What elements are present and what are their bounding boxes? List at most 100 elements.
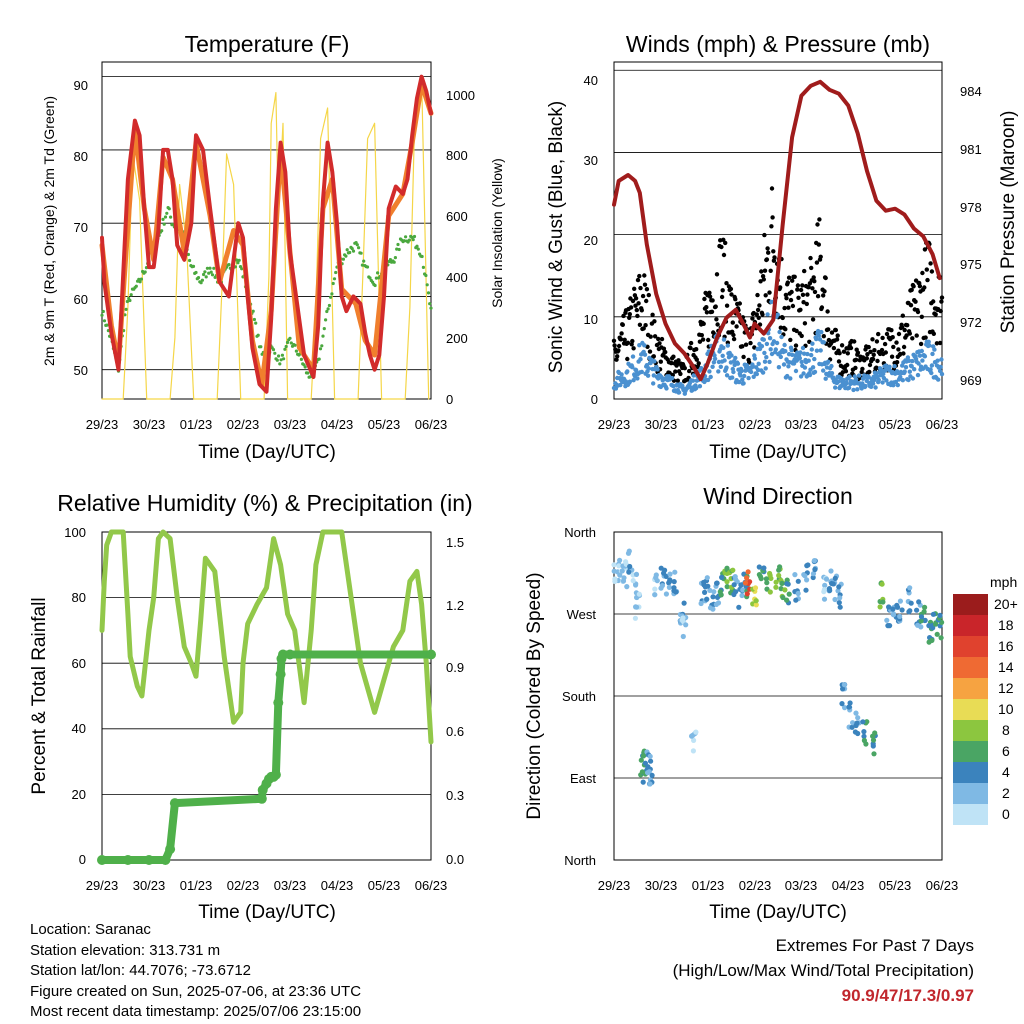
wind-xtick-5: 04/23 xyxy=(832,417,865,432)
sonic-wind-point xyxy=(720,353,725,358)
gust-point xyxy=(894,360,900,365)
wind-xtick-7: 06/23 xyxy=(926,417,959,432)
dewpoint-point xyxy=(139,277,143,281)
gust-point xyxy=(631,346,636,351)
gust-point xyxy=(805,292,810,297)
sonic-wind-point xyxy=(716,359,722,365)
gust-point xyxy=(802,321,808,326)
sonic-wind-point xyxy=(759,344,765,349)
sonic-wind-point xyxy=(773,347,778,352)
gust-point xyxy=(785,280,790,285)
gust-point xyxy=(911,284,916,289)
gust-point xyxy=(845,351,850,356)
direction-point xyxy=(906,609,912,615)
gust-point xyxy=(778,325,783,330)
precipitation-point xyxy=(169,798,180,809)
direction-point xyxy=(890,606,896,612)
direction-point xyxy=(780,594,786,601)
direction-point xyxy=(837,604,843,610)
direction-point xyxy=(666,580,672,586)
dewpoint-point xyxy=(396,242,400,247)
gust-point xyxy=(871,352,876,357)
gust-point xyxy=(874,339,880,344)
direction-point xyxy=(627,563,633,570)
gust-point xyxy=(853,365,858,371)
temp-xtick-7: 06/23 xyxy=(415,417,448,432)
direction-point xyxy=(811,558,818,564)
sonic-wind-point xyxy=(805,351,810,357)
sonic-wind-point xyxy=(752,356,758,361)
dewpoint-point xyxy=(235,258,239,262)
dewpoint-point xyxy=(138,280,142,284)
gust-point xyxy=(673,369,678,374)
gust-point xyxy=(825,309,830,314)
sonic-wind-point xyxy=(739,368,744,374)
humidity-plot-frame xyxy=(101,531,432,861)
sonic-wind-point xyxy=(718,364,723,369)
dewpoint-point xyxy=(279,358,283,362)
direction-point xyxy=(619,568,625,574)
dewpoint-point xyxy=(101,309,105,314)
gust-point xyxy=(721,252,727,258)
direction-point xyxy=(753,602,759,608)
extremes-title: Extremes For Past 7 Days xyxy=(775,936,974,955)
direction-point xyxy=(784,581,790,587)
legend-label-0: 0 xyxy=(1002,806,1010,822)
gust-point xyxy=(839,343,845,348)
sonic-wind-point xyxy=(898,374,903,380)
dir-ytick-north-top: North xyxy=(564,525,596,540)
sonic-wind-point xyxy=(869,384,874,389)
gust-point xyxy=(632,286,637,291)
sonic-wind-point xyxy=(751,374,756,379)
gust-point xyxy=(826,327,831,332)
dir-xtick-5: 04/23 xyxy=(832,878,865,893)
sonic-wind-point xyxy=(912,367,917,372)
direction-point xyxy=(914,607,920,613)
direction-point xyxy=(647,781,653,787)
gust-point xyxy=(919,314,924,319)
wind-ytick-10: 10 xyxy=(584,312,598,327)
sonic-wind-point xyxy=(642,352,648,357)
figure-created: Figure created on Sun, 2025-07-06, at 23… xyxy=(30,982,362,1000)
legend-label-12: 12 xyxy=(998,680,1014,696)
gust-point xyxy=(634,307,639,313)
rh-y2tick-03: 0.3 xyxy=(446,788,464,803)
precipitation-point xyxy=(165,844,176,855)
direction-point xyxy=(724,584,730,590)
dewpoint-point xyxy=(280,353,284,357)
dewpoint-point xyxy=(421,265,425,269)
dewpoint-point xyxy=(210,273,215,277)
dewpoint-point xyxy=(161,217,165,221)
sonic-wind-point xyxy=(819,329,824,335)
gust-point xyxy=(880,335,885,341)
dewpoint-point xyxy=(351,249,356,253)
rh-xtick-3: 02/23 xyxy=(227,878,260,893)
gust-point xyxy=(812,279,817,284)
gust-point xyxy=(784,296,789,301)
dewpoint-point xyxy=(236,261,240,265)
sonic-wind-point xyxy=(645,373,651,378)
direction-point xyxy=(611,562,617,568)
temp-xtick-1: 30/23 xyxy=(133,417,166,432)
sonic-wind-point xyxy=(902,369,907,374)
dewpoint-point xyxy=(199,281,203,285)
gust-point xyxy=(657,341,662,346)
sonic-wind-point xyxy=(642,343,647,348)
dewpoint-point xyxy=(425,283,429,287)
gust-point xyxy=(767,290,772,295)
gust-point xyxy=(640,293,646,299)
sonic-wind-point xyxy=(635,376,640,381)
rh-y2tick-06: 0.6 xyxy=(446,724,464,739)
precipitation-point xyxy=(278,649,288,660)
rh-xtick-2: 01/23 xyxy=(180,878,213,893)
sonic-wind-point xyxy=(760,370,766,375)
gust-point xyxy=(937,340,943,346)
gust-point xyxy=(788,297,794,303)
gust-point xyxy=(696,361,701,366)
rh-y2tick-15: 1.5 xyxy=(446,535,464,550)
sonic-wind-point xyxy=(802,351,807,356)
direction-point xyxy=(877,604,883,610)
gust-point xyxy=(934,341,940,346)
direction-point xyxy=(854,720,860,726)
dewpoint-point xyxy=(162,222,166,226)
